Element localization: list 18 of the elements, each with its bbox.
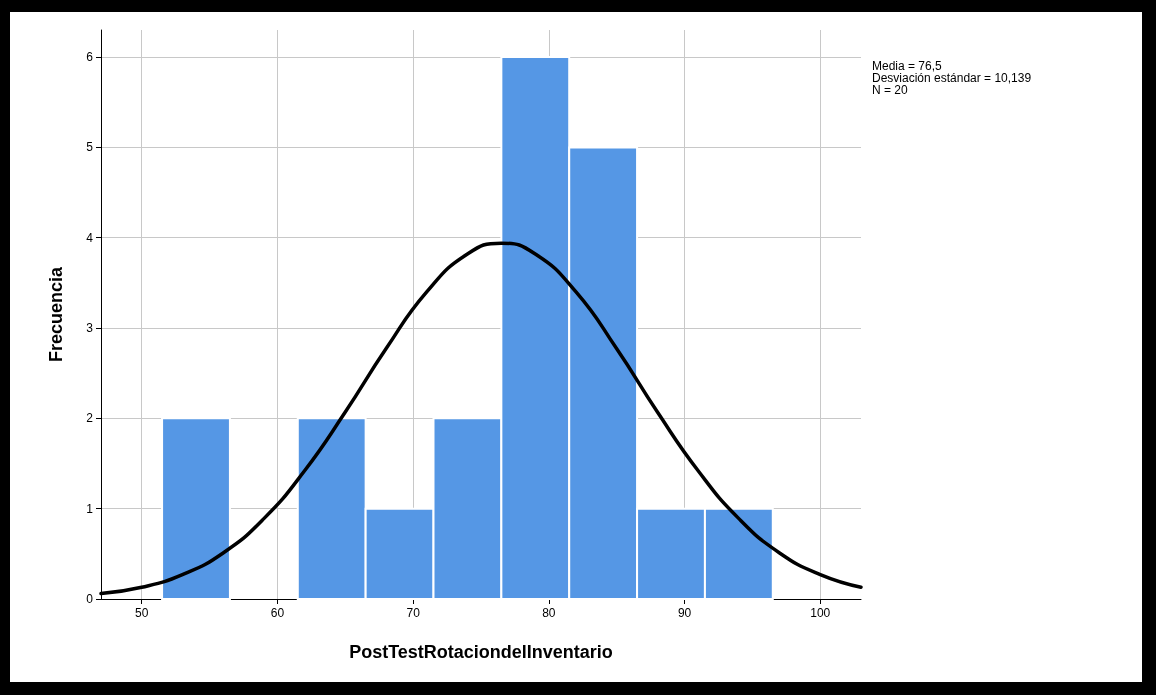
y-tick-label: 5 bbox=[86, 140, 94, 155]
y-axis-title: Frecuencia bbox=[46, 265, 66, 363]
x-tick-label: 80 bbox=[542, 606, 556, 620]
text: N = 20 bbox=[872, 83, 909, 97]
text: Media = 76,5 bbox=[872, 59, 943, 73]
x-tick-label: 100 bbox=[810, 606, 831, 620]
x-tick-label: 70 bbox=[406, 606, 421, 620]
x-tick-label: 50 bbox=[135, 606, 149, 620]
y-tick-label: 3 bbox=[86, 321, 94, 336]
y-tick-label: 6 bbox=[86, 50, 94, 65]
y-tick-label: 2 bbox=[86, 411, 94, 426]
y-tick-label: 0 bbox=[86, 592, 94, 606]
x-tick-label: 90 bbox=[677, 606, 692, 620]
x-axis-title: PostTestRotaciondelInventario bbox=[349, 642, 613, 662]
x-tick-label: 60 bbox=[270, 606, 285, 620]
y-tick-label: 4 bbox=[86, 230, 94, 245]
y-tick-label: 1 bbox=[86, 501, 94, 516]
text: Desviación estándar = 10,139 bbox=[872, 71, 1032, 85]
